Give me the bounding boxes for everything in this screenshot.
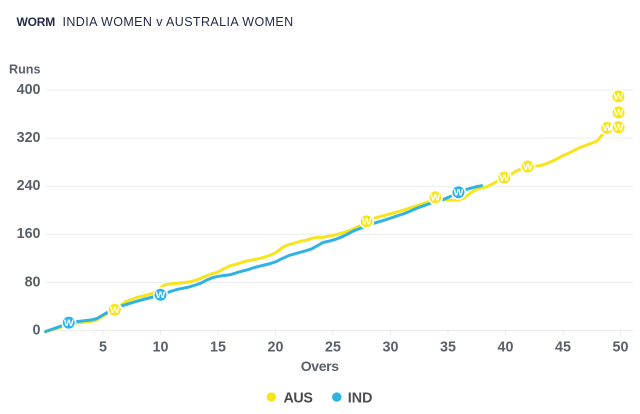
svg-text:W: W (430, 193, 440, 204)
svg-text:W: W (64, 318, 74, 329)
svg-text:W: W (454, 188, 464, 199)
svg-text:50: 50 (613, 339, 629, 355)
svg-text:400: 400 (17, 82, 41, 98)
svg-text:W: W (614, 108, 624, 119)
svg-text:5: 5 (99, 339, 107, 355)
svg-text:Overs: Overs (301, 358, 340, 374)
svg-text:160: 160 (17, 226, 41, 242)
svg-text:INDIA WOMEN v AUSTRALIA WOMEN: INDIA WOMEN v AUSTRALIA WOMEN (63, 15, 294, 29)
svg-text:40: 40 (498, 339, 514, 355)
svg-text:W: W (110, 305, 120, 316)
svg-text:35: 35 (440, 339, 456, 355)
svg-text:0: 0 (33, 322, 41, 338)
svg-text:10: 10 (153, 339, 169, 355)
svg-text:80: 80 (25, 275, 41, 291)
svg-text:320: 320 (17, 130, 41, 146)
svg-text:W: W (613, 92, 623, 103)
svg-text:15: 15 (210, 339, 226, 355)
svg-text:20: 20 (268, 339, 284, 355)
svg-text:W: W (523, 162, 533, 173)
svg-text:25: 25 (325, 339, 341, 355)
svg-text:AUS: AUS (284, 390, 313, 406)
svg-text:45: 45 (555, 339, 571, 355)
svg-text:W: W (614, 123, 624, 134)
svg-text:IND: IND (348, 390, 373, 406)
svg-text:WORM: WORM (17, 15, 56, 29)
svg-text:W: W (156, 290, 166, 301)
svg-text:Runs: Runs (9, 62, 40, 76)
svg-text:W: W (602, 123, 612, 134)
svg-text:W: W (499, 173, 509, 184)
svg-text:240: 240 (17, 178, 41, 194)
svg-text:W: W (362, 217, 372, 228)
svg-text:30: 30 (383, 339, 399, 355)
